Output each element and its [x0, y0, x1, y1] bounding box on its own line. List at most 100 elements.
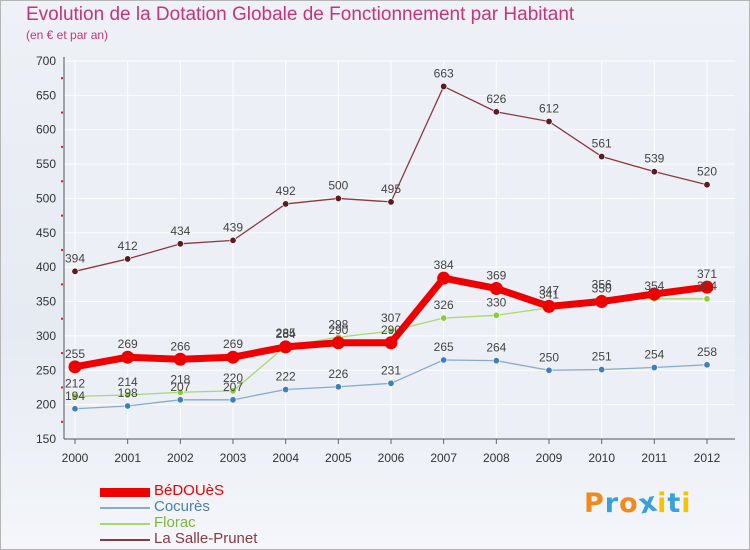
legend-label: Cocurès	[154, 498, 210, 515]
x-tick-label: 2005	[325, 451, 352, 465]
data-point	[71, 405, 79, 413]
data-point	[282, 200, 290, 208]
proxiti-logo: Proxiti	[584, 486, 692, 520]
y-tick-label: 200	[36, 398, 56, 412]
data-point	[492, 357, 500, 365]
data-point	[598, 153, 606, 161]
y-tick-label: 600	[36, 123, 56, 137]
y-minor-tick	[61, 180, 63, 183]
data-label: 434	[170, 224, 190, 238]
y-tick-label: 400	[36, 260, 56, 274]
legend-label: Florac	[154, 514, 196, 531]
legend-label: La Salle-Prunet	[154, 530, 258, 547]
data-label: 285	[276, 326, 296, 340]
data-label: 254	[644, 348, 664, 362]
data-label: 207	[170, 380, 190, 394]
data-point	[598, 366, 606, 374]
data-label: 539	[644, 152, 664, 166]
data-point	[703, 181, 711, 189]
data-label: 492	[276, 184, 296, 198]
data-point	[545, 366, 553, 374]
y-minor-tick	[61, 249, 63, 251]
data-label: 250	[539, 350, 559, 364]
data-point	[387, 327, 395, 335]
x-tick-label: 2004	[272, 451, 299, 465]
x-tick-label: 2007	[430, 451, 457, 465]
y-minor-tick	[61, 386, 63, 389]
data-point	[440, 356, 448, 364]
data-point	[176, 396, 184, 404]
y-minor-tick	[61, 352, 63, 355]
data-point	[650, 168, 658, 176]
data-point	[282, 386, 290, 394]
data-label: 307	[381, 311, 401, 325]
y-tick-label: 150	[36, 432, 56, 446]
data-label: 341	[539, 288, 559, 302]
data-label: 384	[434, 258, 454, 272]
data-label: 495	[381, 182, 401, 196]
logo-letter: o	[619, 488, 639, 519]
data-label: 354	[697, 279, 717, 293]
data-label: 269	[223, 337, 243, 351]
data-label: 220	[223, 371, 243, 385]
x-tick-label: 2012	[694, 451, 721, 465]
data-point	[437, 271, 451, 285]
data-label: 258	[697, 345, 717, 359]
data-point	[650, 364, 658, 372]
x-tick-label: 2001	[114, 451, 141, 465]
data-point	[124, 402, 132, 410]
data-label: 663	[434, 66, 454, 80]
x-tick-label: 2010	[588, 451, 615, 465]
data-point	[334, 383, 342, 391]
data-label: 222	[276, 370, 296, 384]
data-point	[226, 350, 240, 364]
legend-label: BéDOUèS	[154, 482, 225, 499]
data-point	[229, 387, 237, 395]
logo-letter: r	[604, 488, 620, 519]
plot-area	[64, 61, 735, 439]
data-label: 214	[118, 375, 138, 389]
logo-letter: i	[657, 488, 668, 519]
data-point	[489, 281, 503, 295]
data-label: 265	[434, 340, 454, 354]
data-point	[384, 336, 398, 350]
y-tick-label: 300	[36, 329, 56, 343]
logo-letter: i	[681, 488, 692, 519]
data-label: 394	[65, 251, 85, 265]
data-point	[124, 391, 132, 399]
y-minor-tick	[61, 317, 63, 320]
data-point	[542, 299, 556, 313]
data-point	[440, 82, 448, 90]
data-label: 269	[118, 337, 138, 351]
data-label: 251	[592, 350, 612, 364]
data-point	[279, 340, 293, 354]
data-point	[229, 396, 237, 404]
data-label: 612	[539, 101, 559, 115]
data-label: 347	[539, 284, 559, 298]
data-label: 369	[486, 268, 506, 282]
data-point	[331, 336, 345, 350]
data-label: 231	[381, 363, 401, 377]
x-tick-label: 2000	[62, 451, 89, 465]
data-label: 371	[697, 267, 717, 281]
data-label: 520	[697, 165, 717, 179]
y-tick-label: 650	[36, 88, 56, 102]
logo-letter: t	[667, 488, 682, 519]
data-label: 412	[118, 239, 138, 253]
data-point	[176, 388, 184, 396]
data-point	[700, 280, 714, 294]
x-tick-label: 2002	[167, 451, 194, 465]
data-label: 350	[592, 282, 612, 296]
data-label: 561	[592, 137, 612, 151]
data-label: 194	[65, 389, 85, 403]
y-tick-label: 350	[36, 295, 56, 309]
data-point	[387, 379, 395, 387]
data-point	[173, 352, 187, 366]
x-tick-label: 2006	[378, 451, 405, 465]
data-label: 212	[65, 376, 85, 390]
x-tick-label: 2009	[536, 451, 563, 465]
data-point	[334, 194, 342, 202]
data-point	[71, 392, 79, 400]
data-point	[647, 287, 661, 301]
